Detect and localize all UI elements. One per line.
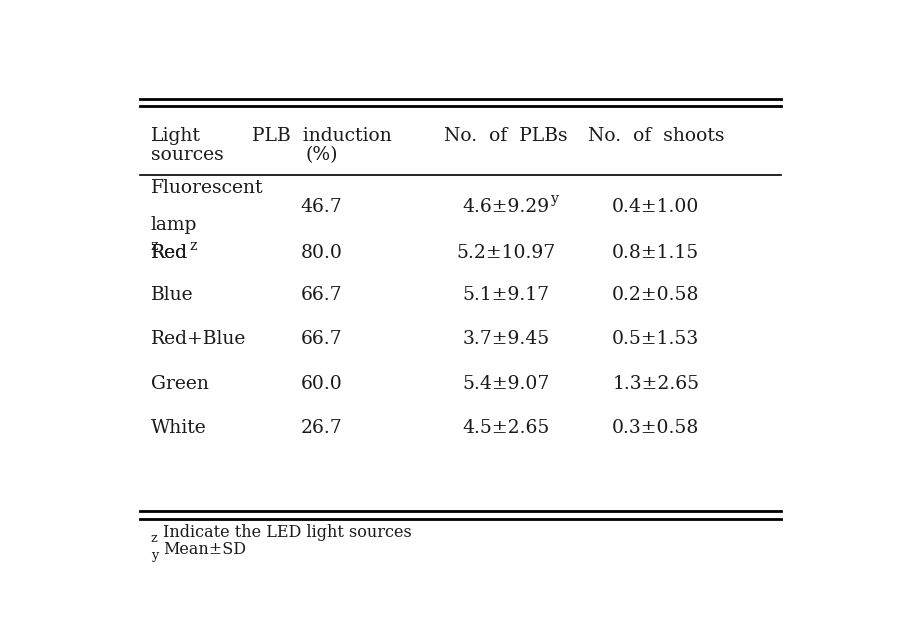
Text: 66.7: 66.7	[300, 330, 343, 348]
Text: 46.7: 46.7	[300, 198, 343, 216]
Text: 0.5±1.53: 0.5±1.53	[612, 330, 699, 348]
Text: 26.7: 26.7	[300, 419, 343, 437]
Text: 66.7: 66.7	[300, 286, 343, 304]
Text: PLB  induction: PLB induction	[252, 126, 391, 145]
Text: 4.6±9.29: 4.6±9.29	[462, 198, 549, 216]
Text: Light: Light	[151, 126, 200, 145]
Text: White: White	[151, 419, 207, 437]
Text: 5.4±9.07: 5.4±9.07	[462, 375, 549, 392]
Text: Blue: Blue	[151, 286, 193, 304]
Text: No.  of  shoots: No. of shoots	[588, 126, 724, 145]
Text: 1.3±2.65: 1.3±2.65	[612, 375, 699, 392]
Text: Red: Red	[151, 244, 188, 262]
Text: Mean±SD: Mean±SD	[164, 540, 246, 558]
Text: lamp: lamp	[151, 216, 197, 234]
Text: Fluorescent: Fluorescent	[151, 179, 263, 197]
Text: 0.2±0.58: 0.2±0.58	[612, 286, 699, 304]
Text: 5.1±9.17: 5.1±9.17	[462, 286, 549, 304]
Text: y: y	[151, 549, 158, 562]
Text: 3.7±9.45: 3.7±9.45	[462, 330, 549, 348]
Text: z: z	[151, 239, 158, 253]
Text: Indicate the LED light sources: Indicate the LED light sources	[164, 524, 412, 541]
Text: (%): (%)	[305, 146, 338, 164]
Text: Red+Blue: Red+Blue	[151, 330, 246, 348]
Text: 4.5±2.65: 4.5±2.65	[462, 419, 549, 437]
Text: Green: Green	[151, 375, 209, 392]
Text: y: y	[551, 193, 559, 206]
Text: 60.0: 60.0	[300, 375, 343, 392]
Text: z: z	[151, 533, 157, 545]
Text: z: z	[189, 239, 197, 253]
Text: 0.3±0.58: 0.3±0.58	[612, 419, 699, 437]
Text: 80.0: 80.0	[300, 244, 343, 262]
Text: 0.4±1.00: 0.4±1.00	[612, 198, 699, 216]
Text: sources: sources	[151, 146, 224, 164]
Text: 0.8±1.15: 0.8±1.15	[612, 244, 699, 262]
Text: 5.2±10.97: 5.2±10.97	[457, 244, 556, 262]
Text: No.  of  PLBs: No. of PLBs	[444, 126, 568, 145]
Text: Red: Red	[151, 244, 188, 262]
